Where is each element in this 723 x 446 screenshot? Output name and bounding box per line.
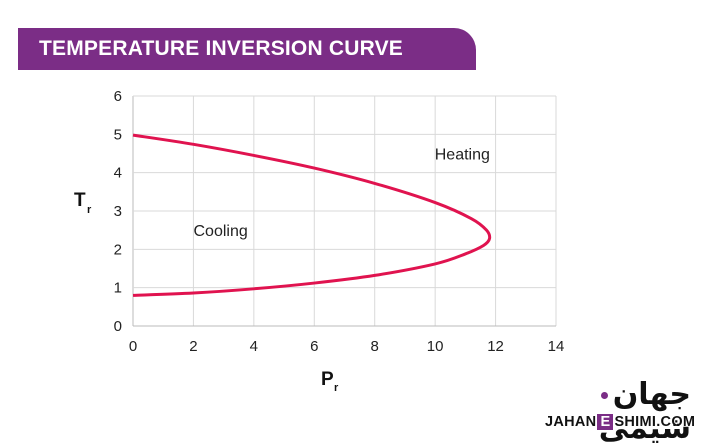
logo-dot [601,392,608,399]
logo-latin-text: JAHAN E SHIMI.COM [545,414,695,430]
annotation-heating: Heating [435,147,490,164]
site-logo: جهان شیمی JAHAN E SHIMI.COM [545,378,705,446]
annotation-cooling: Cooling [193,223,247,240]
x-tick-labels: 0 2 4 6 8 10 12 14 [129,338,565,355]
y-tick-label: 1 [114,280,122,297]
y-tick-label: 0 [114,318,122,335]
y-axis-subscript: r [87,204,92,216]
title-banner: TEMPERATURE INVERSION CURVE [18,28,476,70]
x-tick-label: 2 [189,338,197,355]
logo-latin-left: JAHAN [545,414,597,430]
x-tick-label: 14 [548,338,565,355]
x-axis-subscript: r [334,382,339,394]
x-tick-label: 0 [129,338,137,355]
logo-latin-right: SHIMI.COM [614,414,696,430]
chart-title: TEMPERATURE INVERSION CURVE [39,37,403,60]
x-tick-label: 4 [250,338,258,355]
y-tick-label: 3 [114,203,122,220]
y-tick-label: 2 [114,241,122,258]
logo-persian-text: جهان شیمی [598,377,691,446]
x-tick-label: 12 [487,338,504,355]
y-tick-label: 6 [114,88,122,105]
y-tick-label: 4 [114,165,122,182]
grid [132,95,557,327]
annotations: Heating Cooling [193,147,489,241]
y-tick-label: 5 [114,126,122,143]
x-tick-label: 8 [371,338,379,355]
x-tick-label: 10 [427,338,444,355]
x-tick-label: 6 [310,338,318,355]
y-axis-title: T [74,190,86,211]
inversion-curve [132,133,492,297]
logo-latin-e: E [597,414,614,430]
y-tick-labels: 0 1 2 3 4 5 6 [114,88,122,335]
x-axis-title: P [321,369,334,390]
